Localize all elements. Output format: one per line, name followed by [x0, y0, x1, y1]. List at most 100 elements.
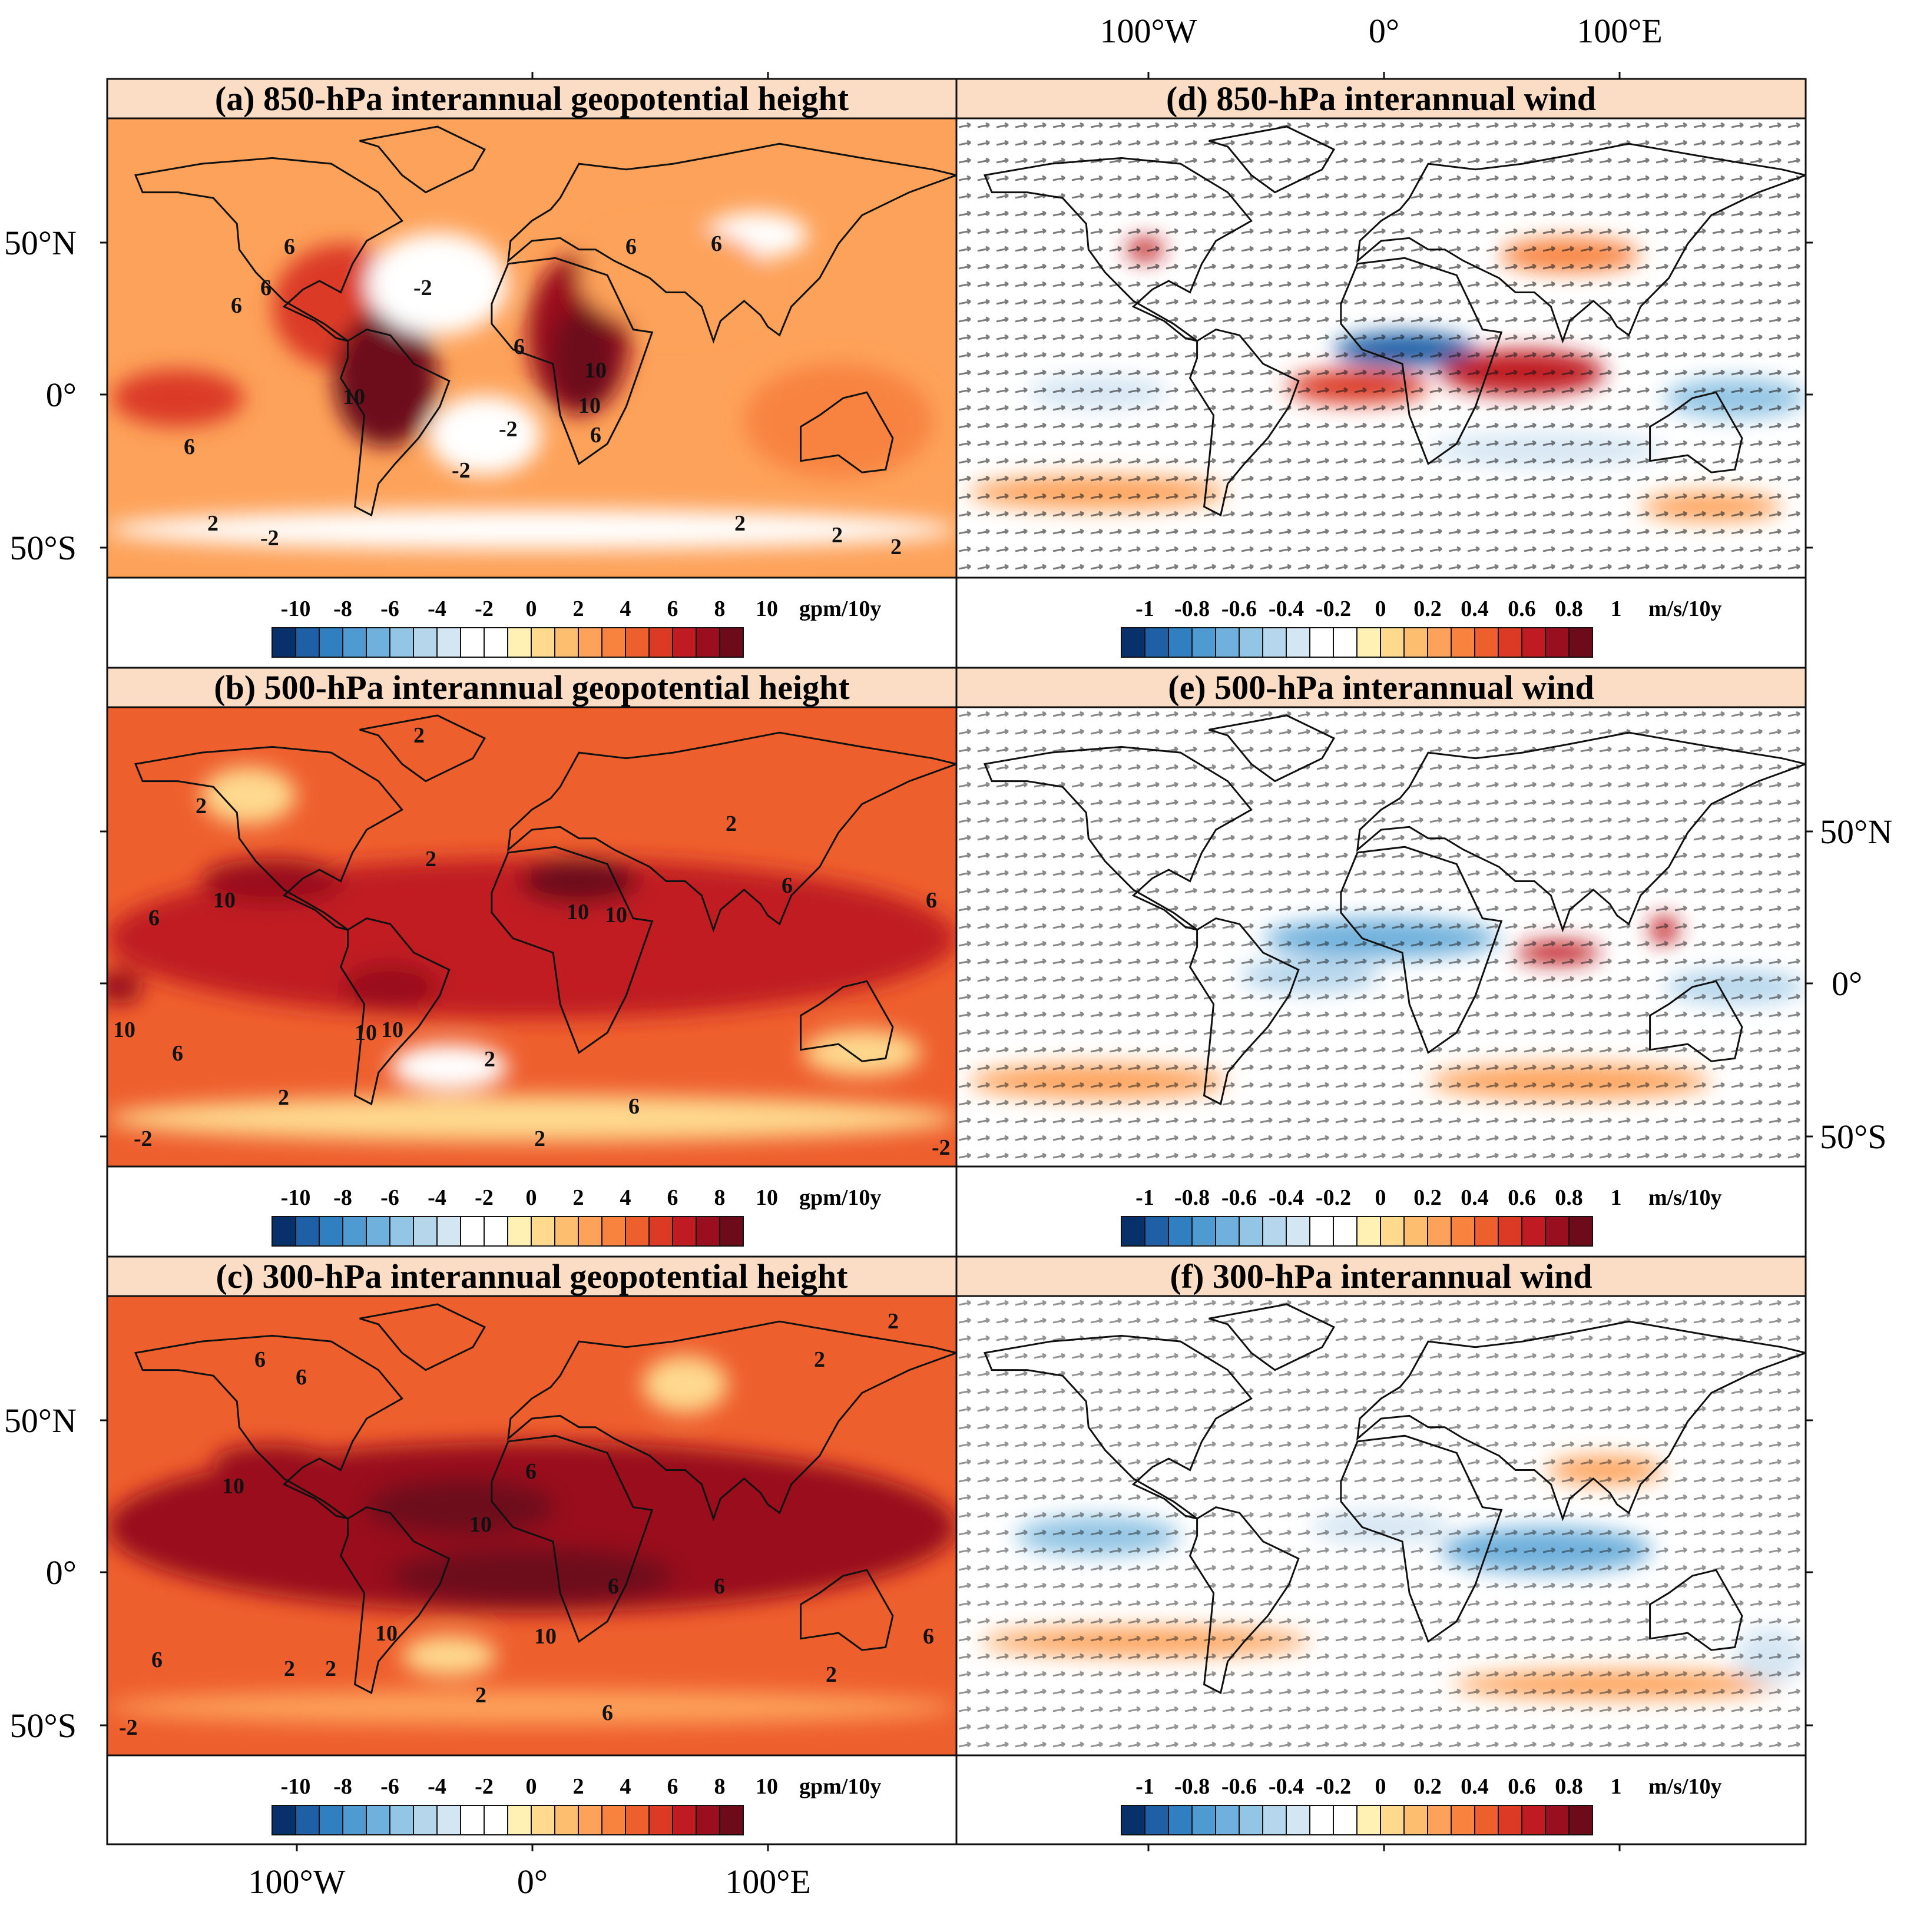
panel-e-cb-tick: -0.6: [1221, 1185, 1257, 1210]
colorbar-swatch: [1144, 1216, 1169, 1247]
panel-b: (b) 500-hPa interannual geopotential hei…: [106, 667, 958, 1247]
panel-e-wind-vectors: [956, 707, 1806, 1167]
colorbar-swatch: [366, 1216, 390, 1247]
colorbar-swatch: [672, 627, 697, 658]
panel-d-cb-tick: 0.6: [1508, 596, 1536, 621]
panel-a-contour-label: -2: [260, 526, 279, 551]
panel-b-title: (b) 500-hPa interannual geopotential hei…: [214, 668, 850, 707]
panel-e-cb-unit: m/s/10y: [1648, 1185, 1722, 1210]
panel-b-contour-label: 10: [113, 1018, 135, 1042]
colorbar-swatch: [1545, 627, 1570, 658]
colorbar-swatch: [342, 1805, 367, 1835]
panel-c-contour-label: 10: [469, 1512, 492, 1537]
panel-c-contour-label: 2: [325, 1656, 336, 1681]
anomaly-region: [428, 395, 542, 475]
panel-d-cb-tick: 0.4: [1461, 596, 1489, 621]
panel-c-contour-label: 6: [714, 1574, 725, 1599]
panel-c-cb-tick: 8: [714, 1774, 726, 1799]
coastline: [491, 1434, 654, 1643]
panel-c-contour-label: 2: [284, 1656, 295, 1681]
panel-c-contour-label: 2: [475, 1683, 486, 1708]
panel-f-cb-tick: -0.8: [1174, 1774, 1210, 1799]
anomaly-region: [579, 226, 768, 330]
coastline: [983, 1334, 1253, 1520]
coastline: [506, 1320, 956, 1522]
colorbar-swatch: [696, 627, 720, 658]
colorbar-swatch: [1286, 1805, 1310, 1835]
colorbar-swatch: [1333, 1805, 1358, 1835]
panel-a-contour-label: 6: [284, 234, 295, 259]
colorbar-swatch: [601, 1805, 626, 1835]
panel-d-map: [956, 118, 1806, 578]
panel-b-contour-label: 6: [148, 906, 160, 930]
panel-c-cb-tick: 4: [620, 1774, 631, 1799]
panel-c-cb-tick: -6: [380, 1774, 399, 1799]
coastline: [339, 1506, 451, 1695]
colorbar-swatch: [1568, 1805, 1593, 1835]
panel-a-contour-label: 2: [832, 523, 843, 548]
panel-e-title: (e) 500-hPa interannual wind: [1168, 668, 1594, 707]
colorbar-swatch: [1380, 1216, 1405, 1247]
colorbar-swatch: [696, 1805, 720, 1835]
anomaly-region: [201, 767, 296, 824]
anomaly-region: [366, 1479, 555, 1536]
colorbar-swatch: [1239, 1216, 1263, 1247]
top-lon-tick-100e: 100°E: [1577, 12, 1663, 50]
panel-f-cb-tick: -1: [1135, 1774, 1154, 1799]
panel-c-contour-label: 10: [222, 1474, 244, 1499]
anomaly-region: [390, 1547, 674, 1605]
colorbar-swatch: [1262, 1216, 1287, 1247]
panel-f-cb-unit: m/s/10y: [1648, 1774, 1722, 1799]
colorbar-swatch: [625, 1805, 650, 1835]
colorbar-swatch: [413, 627, 438, 658]
anomaly-region: [366, 232, 508, 336]
lat-tick-c-50n: 50°N: [4, 1401, 77, 1440]
colorbar-swatch: [1451, 627, 1475, 658]
colorbar-swatch: [554, 1805, 579, 1835]
left-lat-ticks: 50°N 0° 50°S 50°N 0° 50°S: [4, 224, 77, 1745]
anomaly-region: [643, 1356, 728, 1413]
anomaly-region: [107, 1690, 956, 1725]
colorbar-swatch: [484, 627, 508, 658]
coastline: [134, 1334, 403, 1520]
colorbar-swatch: [1121, 627, 1145, 658]
panel-c-contour-label: 2: [814, 1347, 825, 1372]
panel-b-cb-tick: -8: [333, 1185, 352, 1210]
panel-a: (a) 850-hPa interannual geopotential hei…: [106, 78, 958, 658]
coastline: [491, 846, 654, 1055]
panel-c-contour-label: 6: [602, 1701, 613, 1725]
bottom-lon-tick-100e: 100°E: [725, 1863, 811, 1901]
panel-b-contour-label: 6: [926, 888, 937, 913]
colorbar-swatch: [531, 1216, 555, 1247]
panel-a-contour-label: 6: [231, 293, 242, 318]
panel-f-title: (f) 300-hPa interannual wind: [1170, 1257, 1592, 1295]
panel-d-cb-unit: m/s/10y: [1648, 596, 1722, 621]
anomaly-region: [333, 309, 438, 447]
panel-e-cb-tick: -0.2: [1316, 1185, 1351, 1210]
panel-c-contour-label: 6: [296, 1365, 307, 1390]
colorbar-swatch: [1168, 1805, 1193, 1835]
panel-b-contour-label: 2: [196, 794, 207, 818]
anomaly-region: [107, 969, 143, 1005]
colorbar-swatch: [389, 1805, 414, 1835]
panel-b-cb-tick: 6: [667, 1185, 678, 1210]
panel-e-cb-tick: 0.8: [1555, 1185, 1583, 1210]
colorbar-swatch: [601, 627, 626, 658]
panel-b-cb-tick: -6: [380, 1185, 399, 1210]
colorbar-swatch: [1239, 1805, 1263, 1835]
lat-tick-a-50n: 50°N: [4, 224, 77, 262]
panel-d-cb-tick: -0.4: [1269, 596, 1304, 621]
panel-b-cb-tick: 2: [573, 1185, 584, 1210]
top-lon-ticks: 100°W 0° 100°E: [1100, 12, 1663, 50]
colorbar-swatch: [272, 1216, 296, 1247]
panel-a-contour-label: 2: [890, 535, 902, 559]
anomaly-region: [112, 369, 244, 427]
panel-a-contour-label: 6: [625, 234, 637, 259]
panel-e-cb-tick: 0: [1375, 1185, 1386, 1210]
panel-b-contour-label: 10: [381, 1018, 403, 1042]
panel-c-contour-label: 6: [254, 1347, 266, 1372]
panel-f: (f) 300-hPa interannual wind -1 -0.8 -0.…: [955, 1255, 1807, 1835]
top-lon-tick-100w: 100°W: [1100, 12, 1197, 50]
panel-c-map: 6 6 2 2 10 10 6 10 10 6 6 6 2 2 2 2 6 -2…: [107, 1296, 956, 1755]
